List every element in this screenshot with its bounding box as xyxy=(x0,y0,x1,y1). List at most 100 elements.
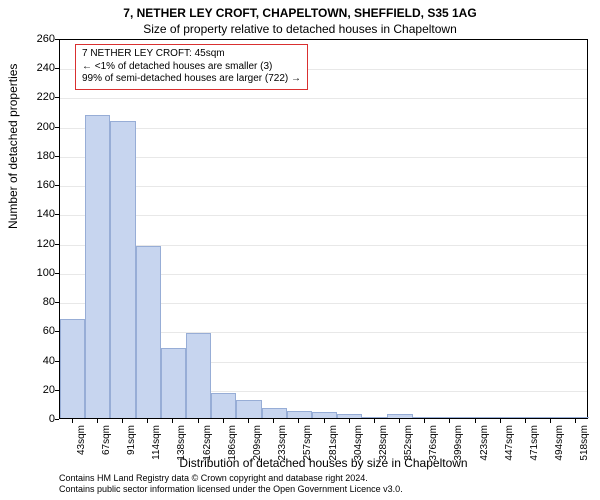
bar xyxy=(186,333,211,418)
footer-attribution: Contains HM Land Registry data © Crown c… xyxy=(59,473,403,495)
bar xyxy=(488,417,513,418)
x-tick-label: 43sqm xyxy=(76,425,87,455)
y-tick-mark xyxy=(55,214,59,215)
x-tick-mark xyxy=(449,419,450,423)
x-tick-mark xyxy=(550,419,551,423)
y-tick-label: 80 xyxy=(15,296,55,308)
x-tick-mark xyxy=(273,419,274,423)
y-tick-label: 60 xyxy=(15,325,55,337)
x-tick-mark xyxy=(248,419,249,423)
x-tick-label: 399sqm xyxy=(453,425,464,461)
x-tick-mark xyxy=(147,419,148,423)
bar xyxy=(60,319,85,418)
x-tick-mark xyxy=(122,419,123,423)
x-tick-label: 376sqm xyxy=(428,425,439,461)
x-tick-label: 518sqm xyxy=(579,425,590,461)
footer-line2: Contains public sector information licen… xyxy=(59,484,403,495)
x-tick-label: 67sqm xyxy=(101,425,112,455)
y-tick-mark xyxy=(55,127,59,128)
y-tick-mark xyxy=(55,273,59,274)
bar xyxy=(337,414,362,418)
y-tick-mark xyxy=(55,331,59,332)
x-tick-mark xyxy=(97,419,98,423)
x-tick-label: 162sqm xyxy=(202,425,213,461)
x-tick-label: 423sqm xyxy=(479,425,490,461)
x-tick-label: 447sqm xyxy=(504,425,515,461)
gridline xyxy=(60,98,587,99)
plot-area: 7 NETHER LEY CROFT: 45sqm ← <1% of detac… xyxy=(59,39,588,419)
x-tick-label: 186sqm xyxy=(227,425,238,461)
y-tick-mark xyxy=(55,39,59,40)
bar xyxy=(438,417,463,418)
x-tick-label: 352sqm xyxy=(403,425,414,461)
chart-title-address: 7, NETHER LEY CROFT, CHAPELTOWN, SHEFFIE… xyxy=(0,6,600,20)
y-tick-mark xyxy=(55,390,59,391)
x-tick-mark xyxy=(324,419,325,423)
y-tick-mark xyxy=(55,185,59,186)
x-tick-label: 281sqm xyxy=(328,425,339,461)
gridline xyxy=(60,128,587,129)
annotation-box: 7 NETHER LEY CROFT: 45sqm ← <1% of detac… xyxy=(75,44,308,90)
x-tick-mark xyxy=(399,419,400,423)
bar xyxy=(513,417,538,418)
bar xyxy=(413,417,438,418)
bar xyxy=(85,115,110,418)
x-tick-label: 494sqm xyxy=(554,425,565,461)
annotation-line1: 7 NETHER LEY CROFT: 45sqm xyxy=(82,48,301,61)
y-tick-label: 200 xyxy=(15,121,55,133)
x-tick-mark xyxy=(424,419,425,423)
chart-subtitle: Size of property relative to detached ho… xyxy=(0,22,600,36)
x-tick-mark xyxy=(223,419,224,423)
y-tick-mark xyxy=(55,244,59,245)
y-tick-label: 220 xyxy=(15,91,55,103)
x-tick-label: 328sqm xyxy=(378,425,389,461)
y-tick-mark xyxy=(55,97,59,98)
x-tick-label: 233sqm xyxy=(277,425,288,461)
bar xyxy=(110,121,135,418)
footer-line1: Contains HM Land Registry data © Crown c… xyxy=(59,473,403,484)
bar xyxy=(262,408,287,418)
y-tick-label: 100 xyxy=(15,267,55,279)
bar xyxy=(362,417,387,418)
bar xyxy=(236,400,261,418)
y-tick-label: 140 xyxy=(15,208,55,220)
gridline xyxy=(60,186,587,187)
y-tick-label: 260 xyxy=(15,33,55,45)
x-tick-mark xyxy=(172,419,173,423)
x-tick-mark xyxy=(500,419,501,423)
bar xyxy=(287,411,312,418)
y-tick-mark xyxy=(55,361,59,362)
y-tick-label: 120 xyxy=(15,238,55,250)
y-tick-label: 40 xyxy=(15,355,55,367)
y-tick-mark xyxy=(55,419,59,420)
x-tick-mark xyxy=(72,419,73,423)
y-tick-mark xyxy=(55,156,59,157)
annotation-line3: 99% of semi-detached houses are larger (… xyxy=(82,73,301,86)
gridline xyxy=(60,157,587,158)
bar xyxy=(463,417,488,418)
x-tick-label: 304sqm xyxy=(353,425,364,461)
bar xyxy=(564,417,589,418)
bar xyxy=(136,246,161,418)
y-tick-mark xyxy=(55,68,59,69)
x-tick-label: 138sqm xyxy=(176,425,187,461)
y-axis-label: Number of detached properties xyxy=(6,64,20,229)
gridline xyxy=(60,215,587,216)
bar xyxy=(387,414,412,418)
bar xyxy=(211,393,236,418)
x-tick-mark xyxy=(575,419,576,423)
x-tick-mark xyxy=(349,419,350,423)
y-tick-label: 180 xyxy=(15,150,55,162)
bar xyxy=(539,417,564,418)
x-tick-label: 471sqm xyxy=(529,425,540,461)
y-tick-label: 160 xyxy=(15,179,55,191)
annotation-line2: ← <1% of detached houses are smaller (3) xyxy=(82,61,301,74)
y-tick-label: 0 xyxy=(15,413,55,425)
x-tick-mark xyxy=(475,419,476,423)
x-tick-mark xyxy=(525,419,526,423)
y-tick-label: 240 xyxy=(15,62,55,74)
y-tick-mark xyxy=(55,302,59,303)
bar xyxy=(161,348,186,418)
x-tick-label: 91sqm xyxy=(126,425,137,455)
x-tick-mark xyxy=(198,419,199,423)
